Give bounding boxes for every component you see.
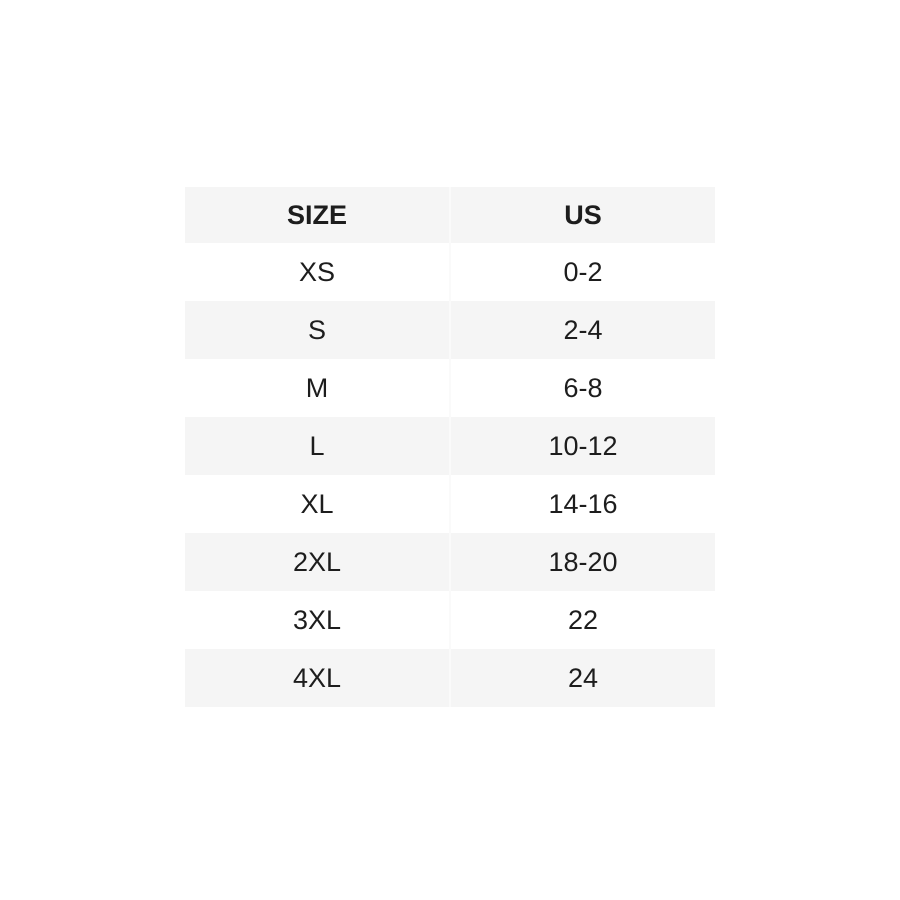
size-cell: 3XL xyxy=(185,591,449,649)
us-cell: 22 xyxy=(451,591,715,649)
us-cell: 6-8 xyxy=(451,359,715,417)
us-cell: 2-4 xyxy=(451,301,715,359)
column-divider xyxy=(449,359,451,417)
us-cell: 10-12 xyxy=(451,417,715,475)
size-column-header: SIZE xyxy=(185,187,449,243)
size-chart-table: SIZE US XS 0-2 S 2-4 M 6-8 L 10-12 XL xyxy=(185,187,715,707)
us-column-header: US xyxy=(451,187,715,243)
table-row: 3XL 22 xyxy=(185,591,715,649)
size-cell: S xyxy=(185,301,449,359)
column-divider xyxy=(449,417,451,475)
column-divider xyxy=(449,243,451,301)
column-divider xyxy=(449,533,451,591)
table-row: 2XL 18-20 xyxy=(185,533,715,591)
size-cell: L xyxy=(185,417,449,475)
size-cell: XL xyxy=(185,475,449,533)
size-cell: M xyxy=(185,359,449,417)
column-divider xyxy=(449,187,451,243)
column-divider xyxy=(449,649,451,707)
table-row: XL 14-16 xyxy=(185,475,715,533)
table-row: M 6-8 xyxy=(185,359,715,417)
table-row: XS 0-2 xyxy=(185,243,715,301)
us-cell: 0-2 xyxy=(451,243,715,301)
us-cell: 24 xyxy=(451,649,715,707)
size-cell: 2XL xyxy=(185,533,449,591)
table-header-row: SIZE US xyxy=(185,187,715,243)
table-row: S 2-4 xyxy=(185,301,715,359)
table-row: 4XL 24 xyxy=(185,649,715,707)
size-cell: 4XL xyxy=(185,649,449,707)
size-cell: XS xyxy=(185,243,449,301)
column-divider xyxy=(449,475,451,533)
us-cell: 14-16 xyxy=(451,475,715,533)
column-divider xyxy=(449,591,451,649)
us-cell: 18-20 xyxy=(451,533,715,591)
table-row: L 10-12 xyxy=(185,417,715,475)
column-divider xyxy=(449,301,451,359)
